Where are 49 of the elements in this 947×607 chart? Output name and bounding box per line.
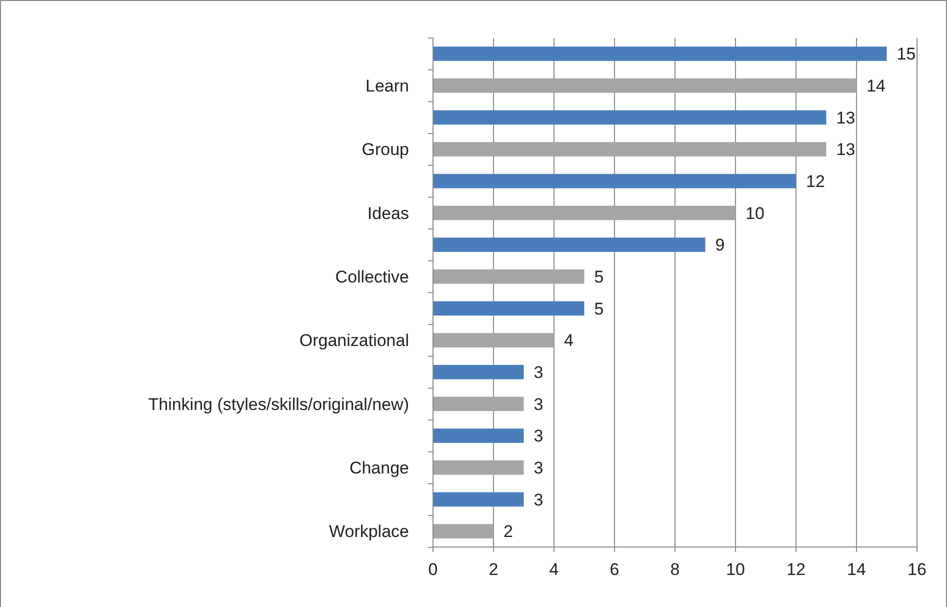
y-tick-label: Change <box>349 458 409 478</box>
data-label: 3 <box>534 458 544 478</box>
bar <box>433 396 524 412</box>
x-tick-label: 2 <box>488 560 498 579</box>
bar <box>433 301 584 316</box>
x-tick-label: 0 <box>428 560 438 579</box>
data-label: 3 <box>534 363 544 382</box>
data-label: 15 <box>896 44 916 64</box>
bar <box>433 269 584 284</box>
data-label: 14 <box>866 76 886 96</box>
x-tick-label: 8 <box>670 560 680 579</box>
x-tick-label: 16 <box>908 560 926 579</box>
y-tick-label: Learn <box>366 76 409 96</box>
bar <box>433 110 826 125</box>
data-label: 5 <box>594 299 604 318</box>
data-label: 9 <box>715 236 725 255</box>
bar <box>433 206 736 220</box>
bar <box>433 364 524 380</box>
bar <box>433 460 524 475</box>
data-label: 3 <box>534 394 544 414</box>
data-label: 2 <box>504 522 513 542</box>
bar <box>433 46 887 61</box>
bar <box>433 142 826 156</box>
bar <box>433 174 796 188</box>
y-tick-label: Thinking (styles/skills/original/new) <box>148 394 409 414</box>
data-label: 13 <box>836 140 856 160</box>
y-tick-label: Organizational <box>299 331 409 350</box>
data-label: 13 <box>836 108 856 128</box>
bar <box>433 238 706 252</box>
bar <box>433 524 494 538</box>
x-tick-label: 10 <box>726 560 745 579</box>
data-label: 12 <box>806 172 825 192</box>
y-tick-label: Ideas <box>367 204 409 223</box>
x-tick-label: 12 <box>786 560 806 579</box>
data-label: 4 <box>564 331 574 350</box>
y-tick-label: Group <box>362 140 409 160</box>
data-label: 10 <box>746 204 764 223</box>
data-label: 5 <box>594 268 604 287</box>
y-tick-label: Collective <box>335 268 409 287</box>
y-tick-label: Workplace <box>329 522 409 542</box>
x-tick-label: 14 <box>847 560 866 579</box>
bar <box>433 492 524 507</box>
x-tick-label: 4 <box>549 560 559 579</box>
x-tick-label: 6 <box>610 560 620 579</box>
bar <box>433 78 856 93</box>
bar <box>433 333 554 348</box>
data-label: 3 <box>534 426 544 446</box>
bar <box>433 428 524 443</box>
data-label: 3 <box>534 490 544 510</box>
